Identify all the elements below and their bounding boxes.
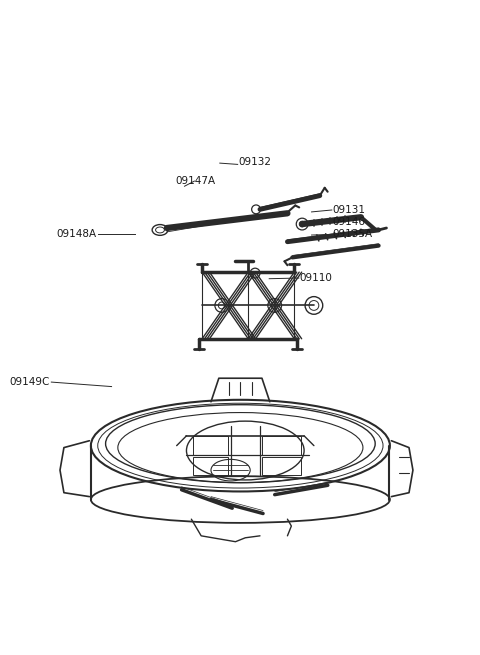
Text: 09149C: 09149C bbox=[9, 377, 49, 387]
Text: 09110: 09110 bbox=[300, 273, 333, 283]
Bar bbox=[262, 457, 301, 475]
Text: 09135A: 09135A bbox=[333, 229, 373, 239]
Text: 09146: 09146 bbox=[333, 217, 366, 227]
Text: 09131: 09131 bbox=[333, 205, 366, 215]
Bar bbox=[193, 436, 228, 455]
Text: 09148A: 09148A bbox=[56, 229, 96, 239]
Text: 09132: 09132 bbox=[239, 157, 272, 167]
Text: 09147A: 09147A bbox=[175, 176, 215, 186]
Bar bbox=[193, 457, 228, 475]
Bar bbox=[262, 436, 301, 455]
